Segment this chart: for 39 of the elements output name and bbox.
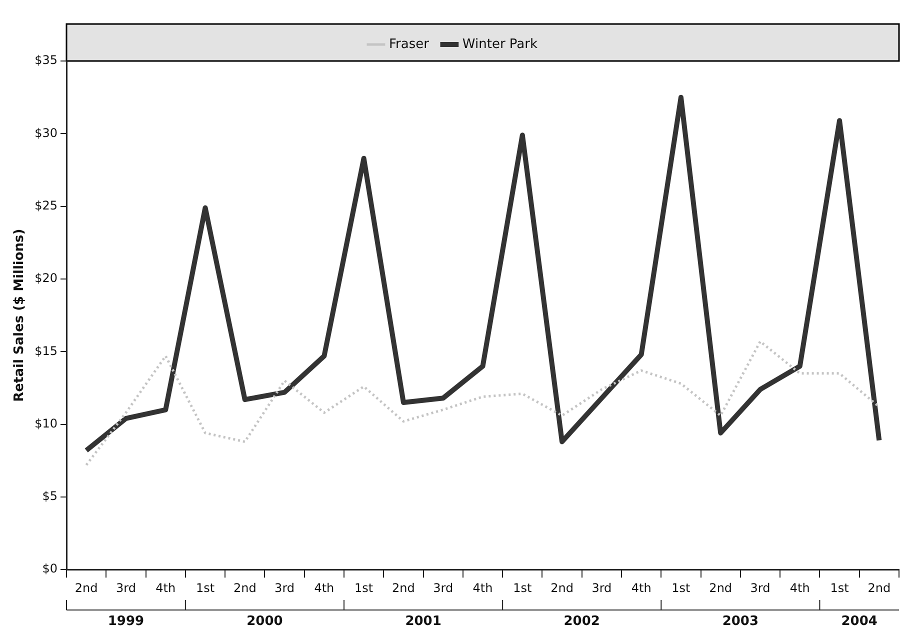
legend-label: Winter Park: [462, 36, 538, 52]
x-tick-label: 2nd: [392, 580, 415, 595]
text: 2003: [722, 614, 759, 629]
y-tick-label: $5: [42, 489, 58, 504]
x-tick-label: 4th: [472, 580, 493, 595]
x-tick-label: 3rd: [592, 580, 612, 595]
text: 2001: [405, 614, 442, 629]
x-tick-label: 1st: [830, 580, 850, 595]
x-tick-label: 3rd: [433, 580, 454, 595]
text: 2000: [246, 614, 283, 629]
x-tick-label: 4th: [790, 580, 810, 595]
y-tick-label: $15: [34, 344, 58, 358]
x-tick-label: 2nd: [868, 580, 891, 595]
legend-label: Fraser: [388, 36, 430, 52]
text: 2002: [564, 614, 600, 629]
line-series: [85, 340, 880, 466]
x-tick-label: 4th: [631, 580, 652, 595]
x-tick-label: 3rd: [750, 580, 770, 595]
y-tick-label: $0: [42, 562, 58, 576]
x-tick-label: 2nd: [74, 580, 98, 595]
x-tick-label: 2nd: [550, 580, 574, 595]
y-tick-label: $20: [34, 271, 58, 286]
x-tick-label: 1st: [672, 580, 691, 595]
y-tick-label: $35: [34, 53, 58, 68]
x-tick-label: 3rd: [274, 580, 295, 595]
y-tick-label: $10: [34, 416, 58, 430]
text: 2004: [841, 614, 878, 629]
x-tick-label: 3rd: [116, 580, 136, 595]
text: 1999: [108, 614, 144, 629]
x-tick-label: 4th: [314, 580, 334, 595]
x-tick-label: 1st: [513, 580, 532, 595]
y-tick-label: $30: [34, 126, 58, 140]
y-axis-title: Retail Sales ($ Millions): [12, 228, 28, 402]
x-tick-label: 2nd: [709, 580, 732, 595]
x-tick-label: 4th: [156, 580, 176, 595]
x-tick-label: 1st: [354, 580, 374, 595]
x-tick-label: 1st: [196, 580, 215, 595]
y-tick-label: $25: [34, 198, 58, 212]
x-tick-label: 2nd: [233, 580, 256, 595]
